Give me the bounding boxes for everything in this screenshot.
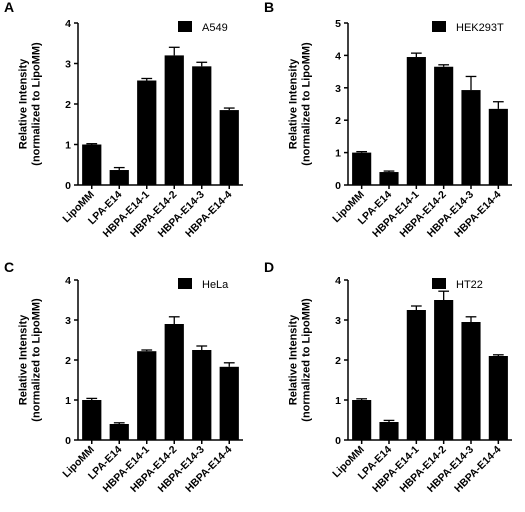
y-tick-label: 3 bbox=[65, 315, 71, 327]
y-tick-label: 0 bbox=[65, 180, 71, 192]
y-axis-label-line2: (normalized to LipoMM) bbox=[301, 42, 313, 166]
bar bbox=[461, 322, 481, 440]
chart-panel-a: A Relative Intensity(normalized to LipoMM… bbox=[4, 0, 243, 240]
bar bbox=[219, 110, 239, 185]
y-tick-label: 1 bbox=[335, 395, 341, 407]
bar bbox=[192, 350, 212, 440]
bar bbox=[164, 324, 184, 440]
bar bbox=[461, 90, 481, 185]
y-axis-label-line1: Relative Intensity bbox=[17, 314, 29, 405]
legend-label: HeLa bbox=[202, 279, 229, 291]
bar bbox=[164, 55, 184, 186]
bar bbox=[352, 400, 372, 440]
y-axis-label: Relative Intensity(normalized to LipoMM) bbox=[287, 298, 312, 422]
legend-swatch bbox=[432, 278, 446, 289]
bar bbox=[434, 300, 454, 440]
bar bbox=[406, 57, 426, 185]
legend-swatch bbox=[178, 278, 192, 289]
y-tick-label: 3 bbox=[335, 83, 341, 95]
bar bbox=[406, 310, 426, 440]
bar bbox=[379, 422, 399, 440]
y-tick-label: 3 bbox=[65, 59, 71, 71]
bar bbox=[434, 66, 454, 185]
y-tick-label: 2 bbox=[65, 355, 71, 367]
panel-letter: B bbox=[264, 0, 274, 15]
y-tick-label: 4 bbox=[335, 50, 341, 62]
bar bbox=[488, 356, 508, 440]
y-axis-label-line2: (normalized to LipoMM) bbox=[301, 298, 313, 422]
bar bbox=[352, 152, 372, 185]
bar bbox=[192, 66, 212, 185]
y-axis-label-line2: (normalized to LipoMM) bbox=[31, 298, 43, 422]
y-axis-label-line2: (normalized to LipoMM) bbox=[31, 42, 43, 166]
y-tick-label: 1 bbox=[65, 140, 71, 152]
legend-swatch bbox=[432, 21, 446, 32]
legend-label: HT22 bbox=[456, 279, 483, 291]
bar bbox=[137, 80, 157, 185]
y-tick-label: 2 bbox=[335, 355, 341, 367]
y-axis-label-line1: Relative Intensity bbox=[287, 58, 299, 149]
y-axis-label-line1: Relative Intensity bbox=[17, 58, 29, 149]
bar bbox=[82, 144, 102, 185]
y-axis-label: Relative Intensity(normalized to LipoMM) bbox=[17, 42, 42, 166]
bar bbox=[109, 424, 129, 440]
y-tick-label: 2 bbox=[335, 115, 341, 127]
chart-panel-b: B Relative Intensity(normalized to LipoMM… bbox=[264, 0, 512, 240]
y-tick-label: 0 bbox=[335, 435, 341, 447]
y-tick-label: 5 bbox=[335, 18, 341, 30]
bar bbox=[488, 108, 508, 185]
bar bbox=[379, 172, 399, 185]
bar bbox=[109, 170, 129, 185]
y-axis-label: Relative Intensity(normalized to LipoMM) bbox=[287, 42, 312, 166]
y-axis-label-line1: Relative Intensity bbox=[287, 314, 299, 405]
y-tick-label: 3 bbox=[335, 315, 341, 327]
bar bbox=[219, 366, 239, 440]
y-tick-label: 1 bbox=[335, 148, 341, 160]
bar bbox=[137, 351, 157, 440]
legend-swatch bbox=[178, 21, 192, 32]
panel-letter: C bbox=[4, 259, 14, 275]
y-tick-label: 0 bbox=[335, 180, 341, 192]
panel-letter: D bbox=[264, 259, 274, 275]
y-tick-label: 2 bbox=[65, 99, 71, 111]
panel-letter: A bbox=[4, 0, 14, 15]
legend-label: A549 bbox=[202, 22, 228, 34]
y-tick-label: 4 bbox=[65, 18, 71, 30]
bar bbox=[82, 400, 102, 440]
y-axis-label: Relative Intensity(normalized to LipoMM) bbox=[17, 298, 42, 422]
y-tick-label: 1 bbox=[65, 395, 71, 407]
chart-panel-d: D Relative Intensity(normalized to LipoMM… bbox=[264, 259, 512, 495]
chart-panel-c: C Relative Intensity(normalized to LipoMM… bbox=[4, 259, 243, 495]
legend-label: HEK293T bbox=[456, 22, 504, 34]
y-tick-label: 4 bbox=[65, 275, 71, 287]
y-tick-label: 0 bbox=[65, 435, 71, 447]
y-tick-label: 4 bbox=[335, 275, 341, 287]
